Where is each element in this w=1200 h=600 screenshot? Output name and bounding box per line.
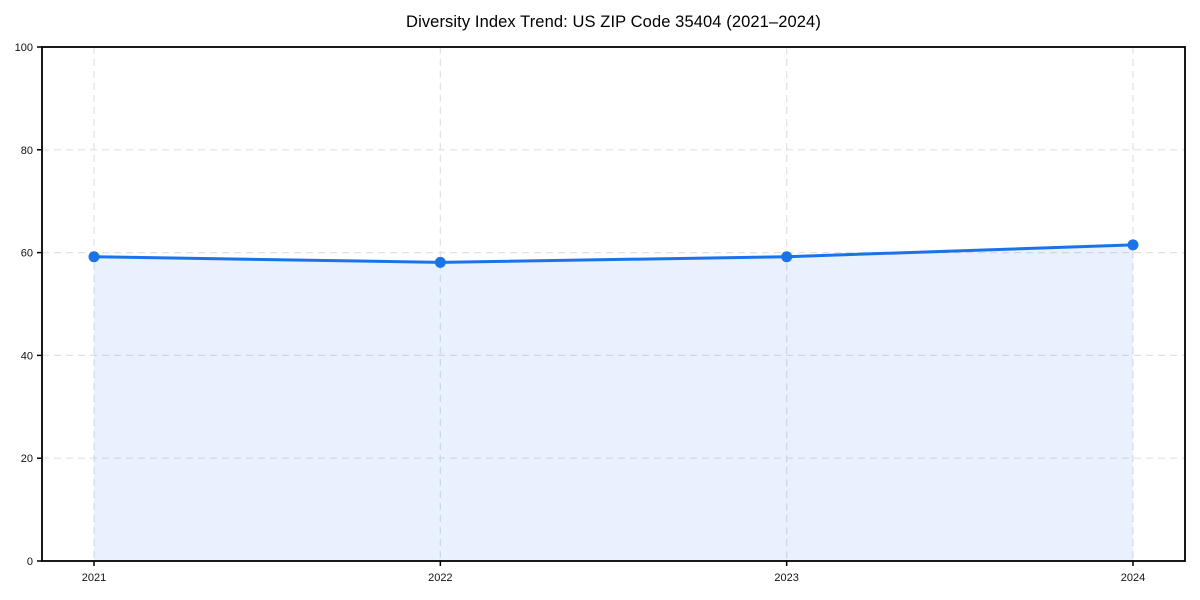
- y-tick-label: 40: [21, 350, 33, 362]
- series-area-fill: [94, 244, 1133, 561]
- series-markers: [88, 239, 1139, 268]
- plot-frame: [41, 46, 1186, 562]
- x-tick-label: 2024: [1121, 572, 1145, 584]
- axis-ticks: 0 20 40 60 80 100 2021 2022 2023 2024: [15, 42, 1146, 584]
- y-tick-label: 80: [21, 145, 33, 157]
- y-tick-label: 20: [21, 453, 33, 465]
- data-point-marker: [781, 251, 793, 263]
- data-point-marker: [1127, 239, 1139, 251]
- series-line: [92, 243, 1135, 264]
- y-tick-label: 0: [27, 556, 33, 568]
- data-point-marker: [434, 256, 446, 268]
- y-tick-label: 100: [15, 42, 33, 54]
- y-tick-label: 60: [21, 248, 33, 260]
- chart-title: Diversity Index Trend: US ZIP Code 35404…: [406, 13, 821, 31]
- x-tick-label: 2023: [774, 572, 798, 584]
- data-point-marker: [88, 251, 100, 263]
- x-tick-label: 2022: [428, 572, 452, 584]
- x-tick-label: 2021: [82, 572, 106, 584]
- grid-lines: [42, 47, 1185, 561]
